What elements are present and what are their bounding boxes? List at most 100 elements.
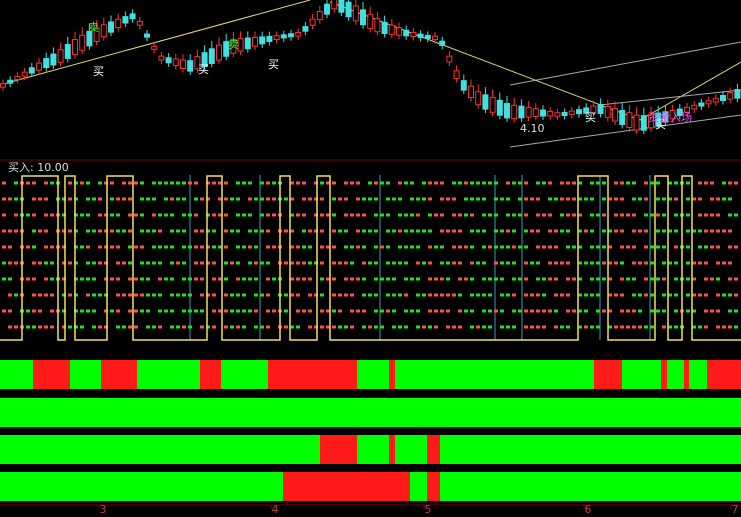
signal-dot (728, 197, 732, 201)
signal-dot (68, 293, 72, 297)
signal-dot (530, 293, 534, 297)
signal-dot (224, 245, 228, 249)
signal-dot (548, 309, 552, 313)
signal-dot (626, 213, 630, 217)
signal-dot (266, 213, 270, 217)
signal-dot (32, 213, 36, 217)
signal-dot (662, 213, 666, 217)
signal-dot (308, 293, 312, 297)
signal-dot (170, 309, 174, 313)
signal-dot (110, 229, 114, 233)
signal-dot (248, 277, 252, 281)
signal-dot (482, 293, 486, 297)
signal-dot (62, 325, 66, 329)
signal-dot (182, 325, 186, 329)
signal-dot (416, 245, 420, 249)
signal-dot (416, 197, 420, 201)
signal-dot (116, 213, 120, 217)
signal-dot (470, 325, 474, 329)
signal-dot (290, 261, 294, 265)
signal-dot (242, 213, 246, 217)
signal-dot (644, 213, 648, 217)
signal-dot (332, 197, 336, 201)
signal-dot (260, 197, 264, 201)
signal-dot (314, 325, 318, 329)
signal-dot (692, 277, 696, 281)
signal-dot (362, 197, 366, 201)
state-band-red (427, 472, 440, 501)
signal-dot (608, 229, 612, 233)
signal-dot (200, 277, 204, 281)
signal-dot (344, 245, 348, 249)
signal-dot (170, 213, 174, 217)
signal-dot (404, 261, 408, 265)
signal-dot (674, 261, 678, 265)
signal-dot (482, 325, 486, 329)
signal-dot (416, 309, 420, 313)
signal-dot (254, 197, 258, 201)
candle-body (511, 104, 518, 120)
signal-dot (2, 197, 6, 201)
signal-dot (668, 293, 672, 297)
signal-dot (80, 325, 84, 329)
signal-dot (608, 245, 612, 249)
signal-dot (638, 261, 642, 265)
signal-dot (602, 277, 606, 281)
signal-dot (140, 181, 144, 185)
signal-dot (320, 261, 324, 265)
signal-dot (440, 309, 444, 313)
signal-dot (26, 181, 30, 185)
signal-dot (632, 213, 636, 217)
signal-dot (236, 197, 240, 201)
candle-body (583, 107, 590, 114)
signal-dot (662, 293, 666, 297)
signal-dot (98, 245, 102, 249)
signal-dot (434, 181, 438, 185)
signal-dot (152, 213, 156, 217)
signal-dot (248, 213, 252, 217)
signal-dot (710, 245, 714, 249)
signal-dot (656, 229, 660, 233)
signal-dot (380, 309, 384, 313)
signal-dot (74, 197, 78, 201)
candle-body (691, 104, 698, 110)
signal-dot (92, 277, 96, 281)
signal-dot (314, 229, 318, 233)
candle-body (360, 9, 366, 26)
candle-body (108, 21, 114, 33)
signal-dot (644, 293, 648, 297)
signal-dot (290, 277, 294, 281)
signal-dot (86, 293, 90, 297)
signal-dot (608, 293, 612, 297)
signal-dot (386, 309, 390, 313)
signal-dot (44, 325, 48, 329)
signal-dot (230, 261, 234, 265)
signal-dot (14, 293, 18, 297)
signal-dot (86, 181, 90, 185)
signal-dot (662, 309, 666, 313)
signal-dot (428, 309, 432, 313)
signal-dot (602, 181, 606, 185)
annotation: 买 (655, 118, 666, 131)
signal-dot (374, 309, 378, 313)
signal-dot (326, 245, 330, 249)
signal-dot (170, 181, 174, 185)
signal-dot (128, 293, 132, 297)
candle-body (28, 67, 35, 74)
signal-dot (524, 197, 528, 201)
signal-dot (68, 229, 72, 233)
signal-dot (548, 245, 552, 249)
signal-dot (332, 181, 336, 185)
signal-dot (386, 213, 390, 217)
candle-body (417, 33, 424, 38)
signal-dot (626, 309, 630, 313)
signal-dot (104, 245, 108, 249)
signal-dot (356, 277, 360, 281)
candle-body (129, 13, 136, 20)
candle-body (266, 35, 273, 43)
signal-dot (206, 197, 210, 201)
signal-dot (302, 213, 306, 217)
signal-dot (86, 229, 90, 233)
signal-dot (602, 197, 606, 201)
signal-dot (200, 293, 204, 297)
